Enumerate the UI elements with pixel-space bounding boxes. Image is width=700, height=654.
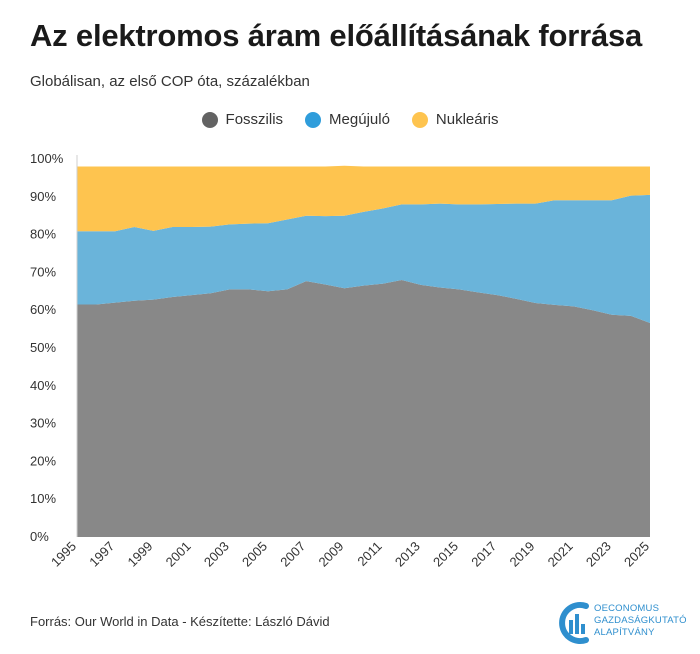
chart-title: Az elektromos áram előállításának forrás…: [30, 18, 643, 53]
logo-line-2: GAZDASÁGKUTATÓ: [594, 615, 686, 626]
x-tick-label: 2007: [277, 539, 308, 570]
x-tick-label: 2021: [545, 539, 576, 570]
x-tick-label: 2001: [163, 539, 194, 570]
logo-line-3: ALAPÍTVÁNY: [594, 627, 655, 638]
y-tick-label: 100%: [30, 151, 64, 166]
legend-item-nuclear: Nukleáris: [411, 111, 499, 128]
source-note: Forrás: Our World in Data - Készítette: …: [30, 614, 330, 629]
legend: Fosszilis Megújuló Nukleáris: [0, 111, 700, 128]
y-tick-label: 50%: [30, 340, 56, 355]
y-tick-label: 60%: [30, 302, 56, 317]
legend-item-renewable: Megújuló: [305, 111, 390, 128]
oeconomus-logo: OECONOMUS GAZDASÁGKUTATÓ ALAPÍTVÁNY: [559, 602, 686, 644]
x-tick-label: 2005: [239, 539, 270, 570]
y-tick-label: 0%: [30, 529, 49, 544]
x-tick-label: 1999: [124, 539, 155, 570]
legend-label-fossil: Fosszilis: [225, 111, 284, 128]
legend-label-nuclear: Nukleáris: [435, 111, 499, 128]
legend-swatch-renewable: [305, 111, 322, 128]
x-tick-label: 2025: [621, 539, 652, 570]
logo-mark-icon: [559, 602, 589, 644]
x-tick-label: 2023: [583, 539, 614, 570]
area-nuclear: [77, 165, 650, 232]
y-tick-label: 40%: [30, 378, 56, 393]
area-fossil: [77, 279, 650, 537]
legend-swatch-fossil: [201, 111, 218, 128]
x-tick-label: 2009: [315, 539, 346, 570]
legend-label-renewable: Megújuló: [329, 111, 390, 128]
legend-item-fossil: Fosszilis: [201, 111, 284, 128]
stacked-area-chart: 0%10%20%30%40%50%60%70%80%90%100%1995 199…: [30, 151, 652, 570]
x-tick-label: 2017: [468, 539, 499, 570]
x-tick-label: 2003: [201, 539, 232, 570]
legend-swatch-nuclear: [411, 111, 428, 128]
x-tick-label: 1997: [86, 539, 117, 570]
y-tick-label: 70%: [30, 264, 56, 279]
chart-subtitle: Globálisan, az első COP óta, százalékban: [30, 73, 310, 90]
y-tick-label: 20%: [30, 453, 56, 468]
x-tick-label: 2015: [430, 539, 461, 570]
x-tick-label: 2013: [392, 539, 423, 570]
y-tick-label: 80%: [30, 227, 56, 242]
x-tick-label: 2019: [506, 539, 537, 570]
area-renewable: [77, 194, 650, 324]
y-tick-label: 90%: [30, 189, 56, 204]
logo-line-1: OECONOMUS: [594, 603, 659, 614]
y-tick-label: 10%: [30, 491, 56, 506]
y-tick-label: 30%: [30, 416, 56, 431]
x-tick-label: 1995: [48, 539, 79, 570]
x-tick-label: 2011: [354, 539, 384, 569]
